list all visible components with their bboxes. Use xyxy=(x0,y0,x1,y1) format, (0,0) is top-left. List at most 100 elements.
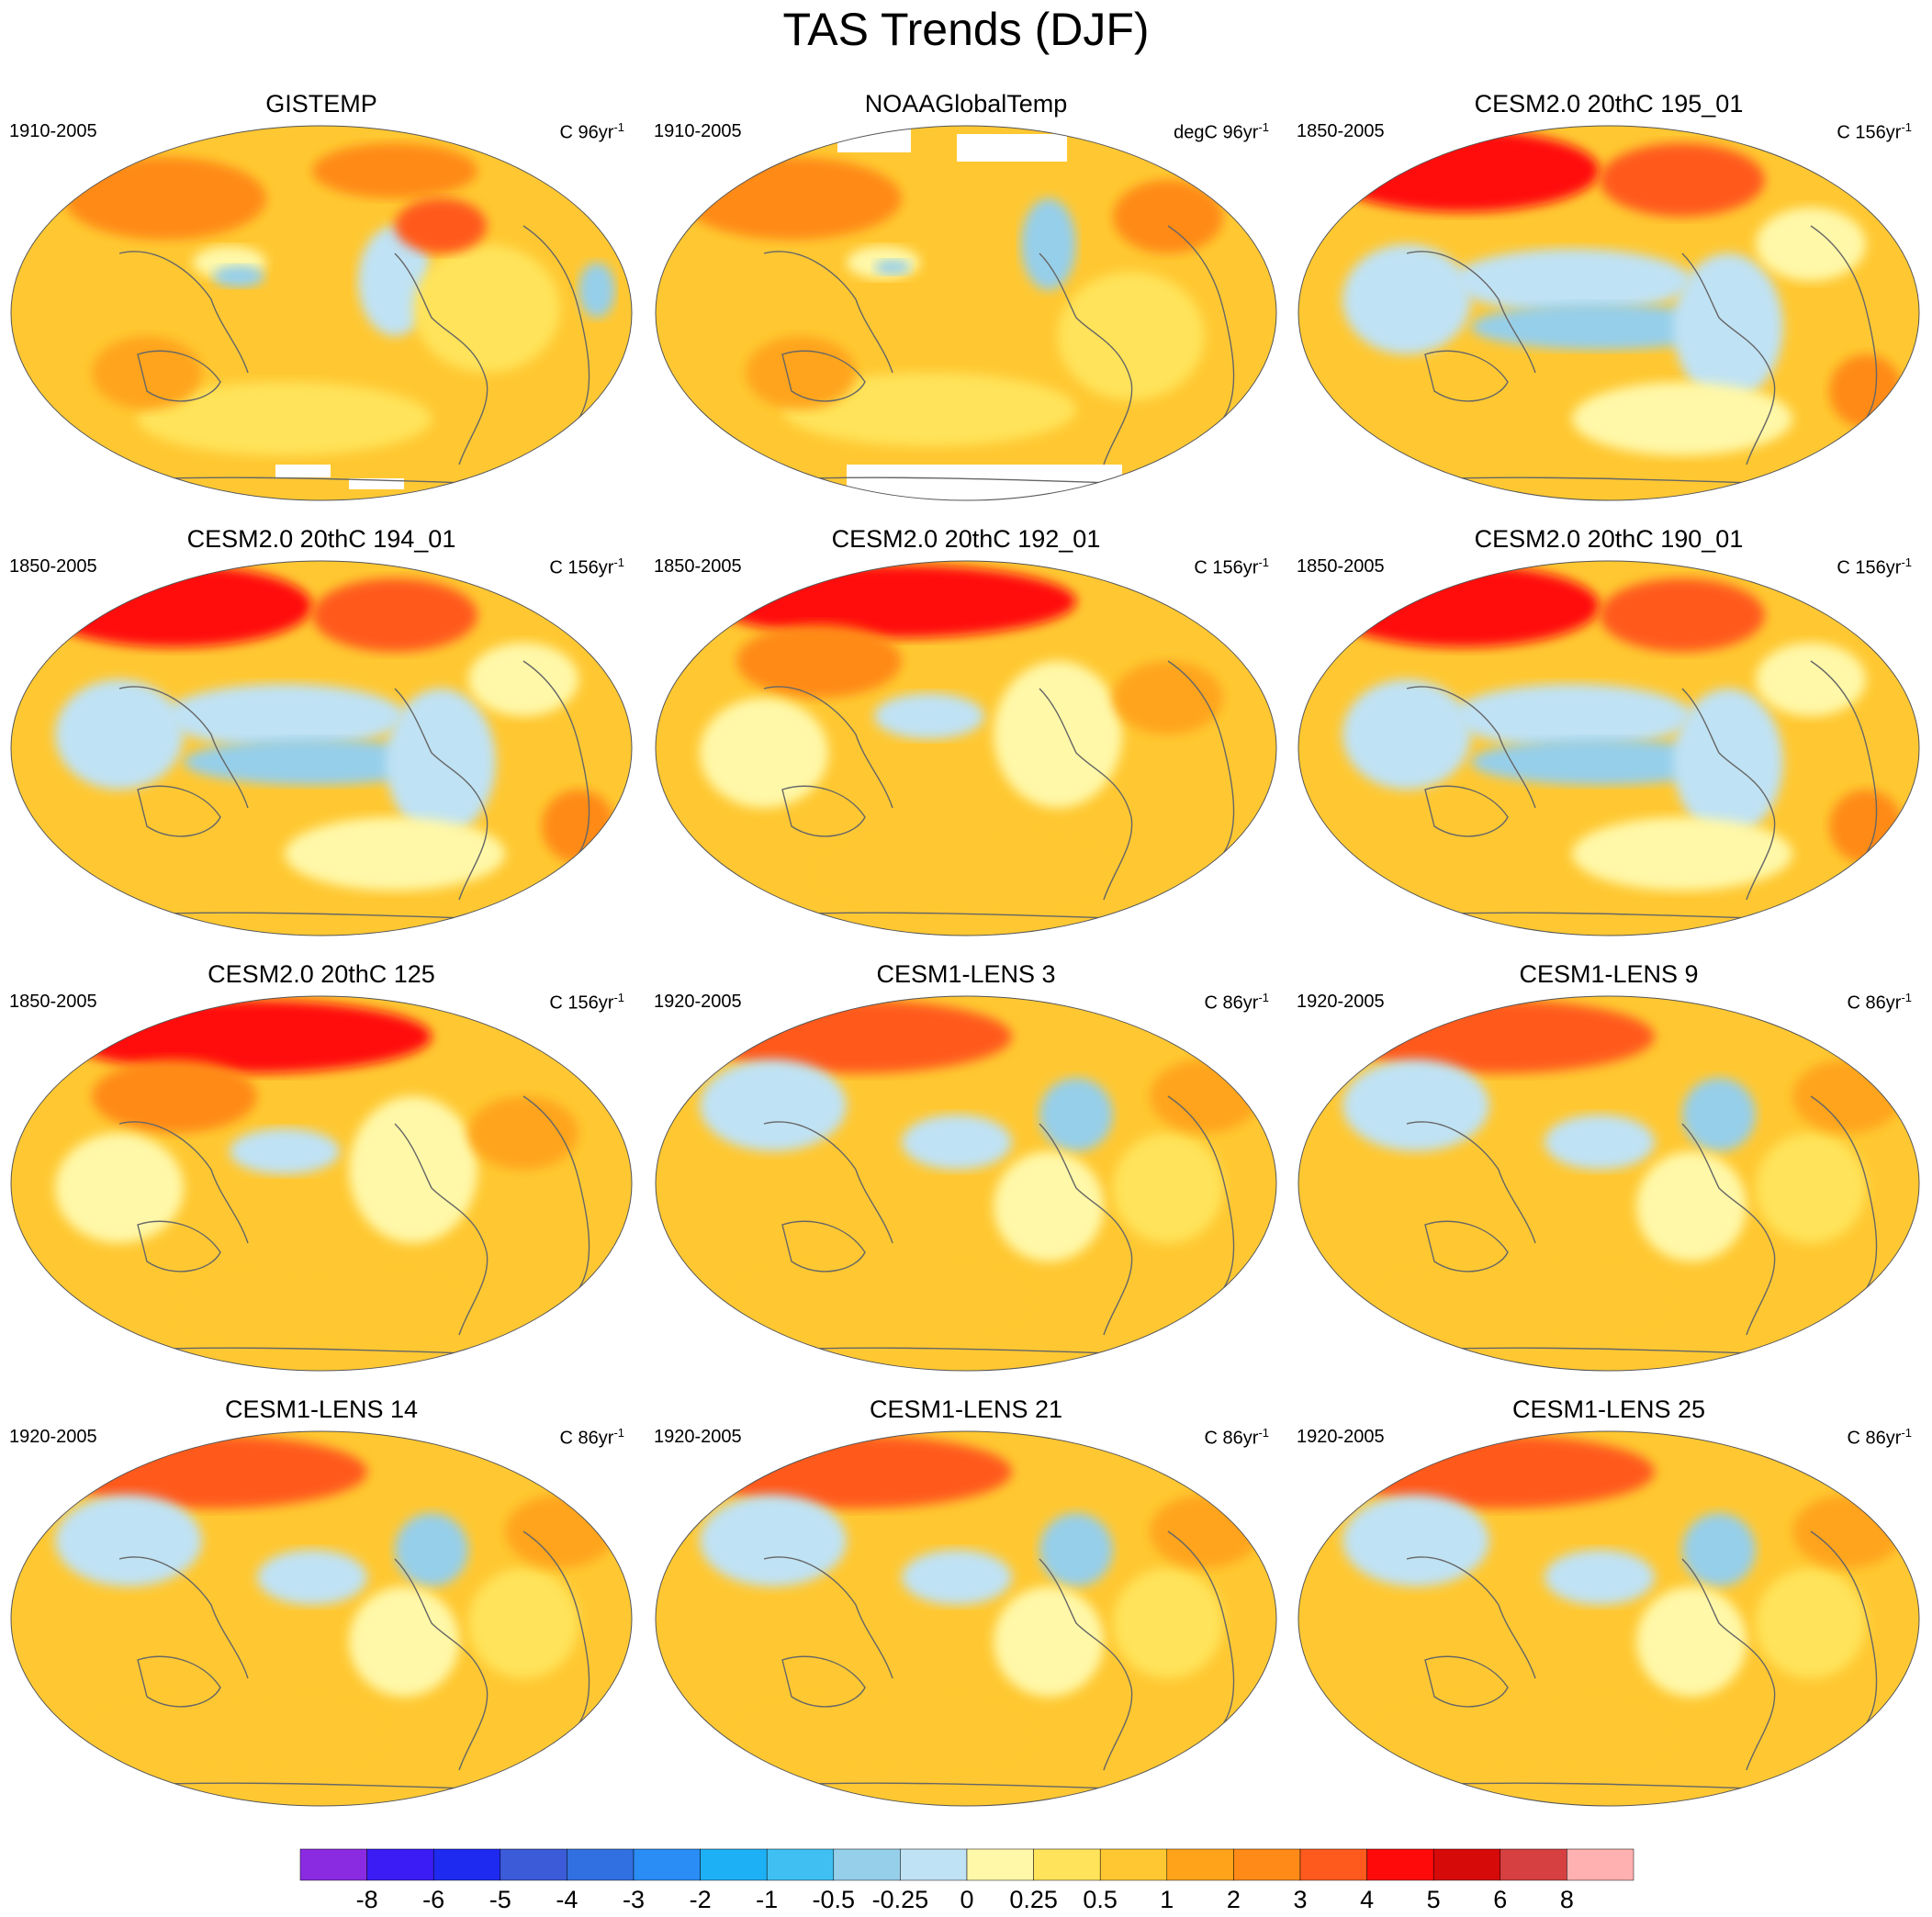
colorbar-box xyxy=(432,1848,501,1881)
trend-region xyxy=(1572,382,1792,455)
panel-title: CESM2.0 20thC 190_01 xyxy=(1474,525,1744,553)
panel-units-text: C 86yr xyxy=(1204,992,1259,1014)
coastline xyxy=(781,785,866,837)
world-map xyxy=(1297,1430,1920,1807)
trend-region xyxy=(92,1697,386,1770)
panel-units-text: C 156yr xyxy=(549,992,614,1014)
panel-units-text: C 156yr xyxy=(1837,557,1902,578)
trend-region xyxy=(874,693,984,739)
trend-region xyxy=(1342,1435,1655,1508)
coastline xyxy=(781,1655,866,1708)
map-boundary xyxy=(10,1430,633,1807)
trend-region xyxy=(1150,1059,1260,1133)
map-boundary xyxy=(1297,1430,1920,1807)
trend-region xyxy=(1150,1495,1260,1568)
panel-title: GISTEMP xyxy=(265,90,377,118)
trend-region xyxy=(213,265,264,287)
map-panel: CESM1-LENS 9 1920-2005 C 86yr-1 xyxy=(1287,958,1930,1390)
trend-region xyxy=(1058,272,1205,400)
trend-region xyxy=(55,679,184,790)
colorbar xyxy=(299,1848,1634,1881)
panel-units-exponent: -1 xyxy=(1258,1426,1269,1440)
panel-title: NOAAGlobalTemp xyxy=(864,90,1068,118)
map-boundary xyxy=(655,995,1277,1372)
trend-region xyxy=(1113,1568,1223,1678)
panel-units-text: C 156yr xyxy=(1837,122,1902,143)
trend-region xyxy=(64,157,266,240)
colorbar-box xyxy=(966,1848,1034,1881)
coastline xyxy=(522,1095,590,1290)
trend-region xyxy=(1756,1133,1866,1243)
trend-region xyxy=(1471,739,1728,785)
panel-units: C 86yr-1 xyxy=(1848,986,1912,1015)
panel-period: 1920-2005 xyxy=(9,1427,97,1447)
trend-region xyxy=(1756,643,1866,716)
trend-region xyxy=(312,578,477,652)
panel-units-exponent: -1 xyxy=(1901,120,1912,134)
map-panel: NOAAGlobalTemp 1910-2005 degC 96yr-1 xyxy=(645,88,1287,520)
colorbar-tick-label: -6 xyxy=(422,1886,445,1913)
panel-period: 1920-2005 xyxy=(654,1427,742,1447)
trend-region xyxy=(1682,1513,1756,1586)
trend-region xyxy=(505,1495,615,1568)
map-panel: CESM2.0 20thC 195_01 1850-2005 C 156yr-1 xyxy=(1287,88,1930,520)
colorbar-tick-label: 0.25 xyxy=(1009,1886,1058,1913)
trend-region xyxy=(782,373,1076,446)
trend-region xyxy=(1636,1586,1747,1697)
trend-region xyxy=(1829,354,1903,428)
panel-units-text: degC 96yr xyxy=(1174,122,1259,143)
panel-units-text: C 96yr xyxy=(559,122,614,143)
trend-region xyxy=(413,244,560,373)
panel-period: 1920-2005 xyxy=(654,992,742,1012)
colorbar-box xyxy=(1299,1848,1367,1881)
world-map xyxy=(10,560,633,936)
coastline xyxy=(1406,251,1536,374)
panel-units: C 96yr-1 xyxy=(560,116,624,145)
trend-region xyxy=(994,1151,1104,1261)
panel-units: C 86yr-1 xyxy=(560,1421,624,1451)
coastline xyxy=(1167,1095,1235,1290)
coastline xyxy=(763,1121,893,1244)
world-map xyxy=(1297,560,1920,936)
coastline xyxy=(137,350,221,402)
world-map xyxy=(1297,995,1920,1372)
panel-units-exponent: -1 xyxy=(1901,1426,1912,1440)
panel-title: CESM1-LENS 25 xyxy=(1511,1396,1706,1423)
world-map xyxy=(655,125,1277,501)
trend-region xyxy=(902,1115,1012,1170)
panel-period: 1850-2005 xyxy=(1297,556,1385,577)
trend-region xyxy=(1471,304,1728,350)
trend-region xyxy=(165,684,404,748)
missing-data-patch xyxy=(275,465,331,477)
missing-data-patch xyxy=(837,126,911,152)
colorbar-tick-label: 3 xyxy=(1293,1886,1308,1913)
colorbar-tick-label: -2 xyxy=(689,1886,712,1913)
coastline xyxy=(522,1530,590,1725)
map-panel: CESM2.0 20thC 190_01 1850-2005 C 156yr-1 xyxy=(1287,523,1930,955)
coastline xyxy=(137,1220,221,1272)
coastline xyxy=(118,686,249,809)
trend-region xyxy=(1572,817,1792,891)
colorbar-box xyxy=(900,1848,968,1881)
panel-units-exponent: -1 xyxy=(613,120,624,134)
coastline xyxy=(1810,225,1878,420)
map-boundary xyxy=(655,125,1277,501)
panel-units-exponent: -1 xyxy=(613,555,624,569)
trend-region xyxy=(1342,679,1471,790)
trend-region xyxy=(1453,684,1691,748)
coastline xyxy=(763,686,893,809)
trend-region xyxy=(736,1261,1030,1335)
panel-period: 1850-2005 xyxy=(9,556,97,577)
trend-region xyxy=(1039,1078,1113,1151)
colorbar-tick-label: 1 xyxy=(1160,1886,1174,1913)
panel-title: CESM2.0 20thC 125 xyxy=(208,960,435,988)
coastline xyxy=(1406,1121,1536,1244)
panel-units-exponent: -1 xyxy=(1258,555,1269,569)
colorbar-tick-label: 5 xyxy=(1426,1886,1441,1913)
figure-title: TAS Trends (DJF) xyxy=(782,4,1150,55)
colorbar-tick-label: -3 xyxy=(622,1886,646,1913)
panel-title: CESM2.0 20thC 194_01 xyxy=(186,525,456,553)
panel-period: 1910-2005 xyxy=(654,121,742,141)
trend-region xyxy=(1039,1513,1113,1586)
coastline xyxy=(1810,660,1878,855)
